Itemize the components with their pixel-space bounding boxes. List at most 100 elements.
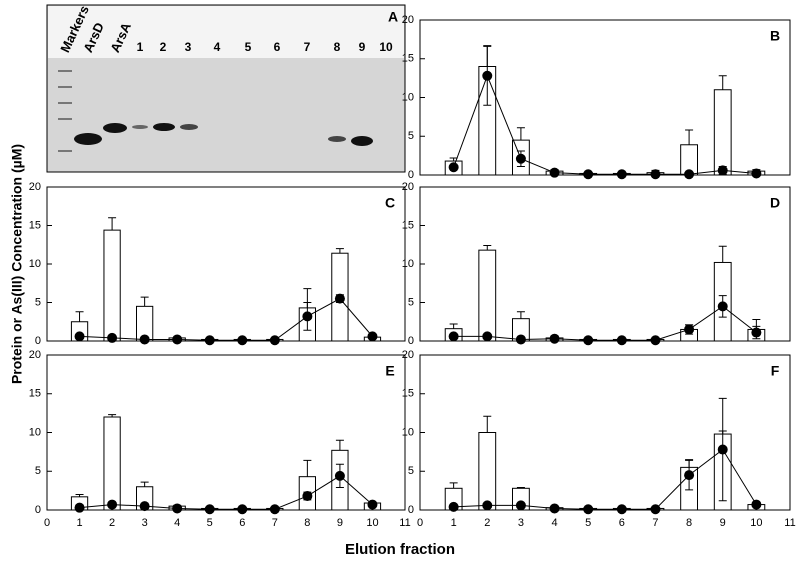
point xyxy=(549,503,560,514)
y-tick-label: 5 xyxy=(35,465,41,477)
bar xyxy=(478,249,497,342)
panel-label: B xyxy=(770,28,780,44)
x-tick-label: 9 xyxy=(720,517,726,529)
gel-band xyxy=(351,136,373,146)
bar-error xyxy=(449,323,458,329)
x-tick-label: 0 xyxy=(44,517,50,529)
point xyxy=(684,324,695,335)
y-tick-label: 20 xyxy=(402,14,414,26)
chart-panel: 0 5 10 15 20 C xyxy=(29,181,406,347)
x-tick-label: 0 xyxy=(417,517,423,529)
point xyxy=(482,331,493,342)
point xyxy=(74,502,85,513)
point xyxy=(237,335,248,346)
point xyxy=(650,504,661,515)
y-tick-label: 20 xyxy=(29,349,41,361)
line xyxy=(453,305,757,341)
y-tick-label: 15 xyxy=(29,219,41,231)
y-tick-label: 0 xyxy=(408,169,414,181)
bar xyxy=(478,432,497,511)
plot-frame xyxy=(419,354,791,511)
bar xyxy=(103,229,121,342)
bar-error xyxy=(516,487,525,489)
gel-band xyxy=(180,124,198,130)
point xyxy=(448,331,459,342)
bar-error xyxy=(108,217,117,231)
point xyxy=(172,503,183,514)
x-tick-label: 7 xyxy=(652,517,658,529)
x-tick-label: 1 xyxy=(76,517,82,529)
panel-label: C xyxy=(385,195,395,211)
x-tick-label: 3 xyxy=(142,517,148,529)
point xyxy=(549,333,560,344)
plot-frame xyxy=(46,186,406,342)
gel-image xyxy=(46,4,406,173)
bar-error xyxy=(718,245,727,263)
bar-error xyxy=(449,157,458,162)
x-tick-label: 6 xyxy=(239,517,245,529)
bar xyxy=(713,89,732,176)
point xyxy=(515,500,526,511)
x-tick-label: 4 xyxy=(174,517,180,529)
point xyxy=(334,470,345,481)
y-axis-title: Protein or As(III) Concentration (µM) xyxy=(9,144,25,384)
y-tick-label: 10 xyxy=(402,258,414,270)
lane-label: 9 xyxy=(359,40,366,54)
gel-bands xyxy=(74,123,373,146)
point xyxy=(616,504,627,515)
point xyxy=(269,335,280,346)
y-tick-label: 5 xyxy=(35,296,41,308)
x-tick-label: 8 xyxy=(686,517,692,529)
chart-panel: 0 5 10 15 20 B xyxy=(402,14,791,181)
y-tick-label: 10 xyxy=(29,426,41,438)
x-tick-label: 11 xyxy=(784,517,795,529)
lane-label: 8 xyxy=(334,40,341,54)
lane-label: 6 xyxy=(274,40,281,54)
y-tick-label: 5 xyxy=(408,465,414,477)
y-tick-label: 10 xyxy=(402,91,414,103)
panel-label: A xyxy=(388,9,398,25)
lane-label: 4 xyxy=(214,40,221,54)
point xyxy=(684,470,695,481)
bar-error xyxy=(335,248,344,254)
bar-error xyxy=(483,415,492,433)
y-tick-label: 15 xyxy=(402,219,414,231)
point xyxy=(549,167,560,178)
lane-label: 3 xyxy=(185,40,192,54)
point xyxy=(204,335,215,346)
point xyxy=(448,162,459,173)
point xyxy=(334,293,345,304)
bar-error xyxy=(685,129,694,145)
point xyxy=(302,311,313,322)
point xyxy=(367,331,378,342)
y-tick-label: 0 xyxy=(408,504,414,516)
point xyxy=(482,70,493,81)
point xyxy=(751,168,762,179)
y-tick-label: 20 xyxy=(402,349,414,361)
marker-ladder xyxy=(58,70,72,152)
y-tick-label: 0 xyxy=(35,504,41,516)
bar-error xyxy=(335,439,344,451)
y-tick-label: 15 xyxy=(402,388,414,400)
bar-error xyxy=(303,459,312,477)
y-tick-label: 20 xyxy=(29,181,41,193)
x-tick-label: 5 xyxy=(207,517,213,529)
x-tick-label: 1 xyxy=(451,517,457,529)
line xyxy=(79,298,373,341)
point xyxy=(139,334,150,345)
bar-error xyxy=(718,75,727,90)
x-tick-label: 3 xyxy=(518,517,524,529)
x-tick-label: 10 xyxy=(366,517,378,529)
point xyxy=(717,165,728,176)
lane-label: 10 xyxy=(379,40,393,54)
point xyxy=(237,504,248,515)
bar xyxy=(103,416,121,511)
y-tick-label: 15 xyxy=(29,388,41,400)
bar-error xyxy=(516,311,525,319)
point xyxy=(751,499,762,510)
line xyxy=(453,448,757,510)
point xyxy=(515,334,526,345)
chart-panel: 0 5 10 15 20 0 1 2 3 4 5 6 7 8 9 10 11 F xyxy=(402,349,796,529)
gel-band xyxy=(103,123,127,133)
gel-band xyxy=(58,118,72,120)
